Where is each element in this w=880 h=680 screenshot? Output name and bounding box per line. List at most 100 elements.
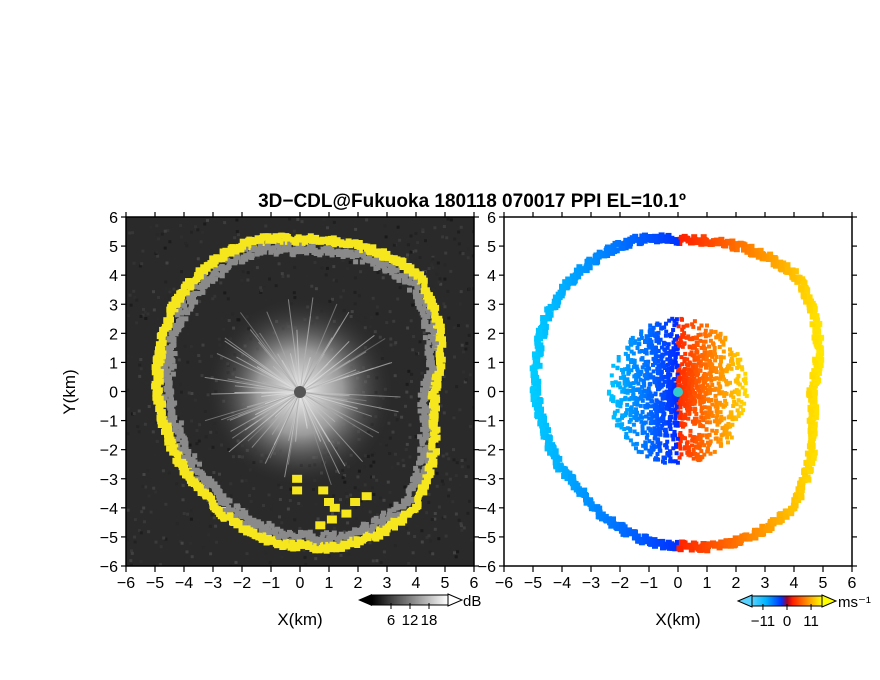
- center-velocity-cell: [678, 410, 683, 415]
- ring-inner-cell: [414, 282, 420, 288]
- noise-pixel: [229, 494, 233, 498]
- y-tick-label: −3: [478, 472, 496, 489]
- center-velocity-cell: [649, 404, 654, 409]
- center-velocity-cell: [634, 379, 639, 384]
- noise-pixel: [277, 262, 281, 266]
- noise-pixel: [137, 409, 141, 413]
- noise-pixel: [190, 555, 194, 559]
- radial-streak: [296, 329, 301, 393]
- center-velocity-cell: [735, 377, 740, 382]
- center-velocity-cell: [694, 348, 699, 353]
- noise-pixel: [379, 496, 383, 500]
- ring-velocity-cell: [812, 356, 819, 363]
- ring-inner-cell: [273, 531, 279, 537]
- radial-streak: [299, 391, 340, 475]
- center-velocity-cell: [622, 427, 627, 431]
- center-velocity-cell: [655, 431, 659, 436]
- ring-inner-cell: [215, 484, 221, 490]
- noise-pixel: [245, 508, 249, 512]
- center-velocity-cell: [707, 385, 712, 390]
- center-velocity-cell: [668, 380, 673, 385]
- x-tick-label: 0: [674, 575, 683, 592]
- noise-pixel: [201, 343, 205, 347]
- center-velocity-cell: [661, 363, 666, 368]
- ring-echo-cell: [172, 308, 179, 315]
- ring-inner-cell: [379, 261, 385, 267]
- noise-pixel: [404, 448, 408, 451]
- x-tick-label: −2: [233, 575, 251, 592]
- reflectivity-y-axis-title: Y(km): [60, 369, 79, 414]
- ring-echo-cell: [295, 542, 302, 549]
- noise-pixel: [451, 500, 455, 504]
- radial-streak: [299, 357, 311, 393]
- ring-inner-cell: [419, 299, 425, 305]
- center-velocity-cell: [692, 416, 697, 421]
- noise-pixel: [223, 221, 227, 225]
- noise-pixel: [378, 442, 382, 446]
- noise-pixel: [392, 243, 396, 247]
- center-velocity-cell: [734, 402, 739, 407]
- ring-inner-cell: [175, 436, 181, 442]
- center-velocity-cell: [677, 432, 682, 437]
- center-velocity-cell: [683, 390, 688, 395]
- ring-inner-cell: [327, 246, 333, 251]
- ring-inner-cell: [417, 434, 423, 440]
- noise-pixel: [332, 278, 336, 282]
- center-velocity-cell: [657, 409, 662, 414]
- radial-streak: [224, 340, 301, 393]
- ring-inner-cell: [206, 277, 212, 283]
- ring-velocity-cell: [541, 332, 548, 339]
- center-velocity-cell: [656, 457, 661, 462]
- center-velocity-cell: [666, 362, 670, 367]
- center-velocity-cell: [645, 454, 650, 459]
- noise-pixel: [217, 337, 221, 341]
- ring-echo-cell: [417, 488, 424, 495]
- noise-pixel: [203, 410, 207, 413]
- ring-inner-cell: [268, 249, 274, 255]
- center-velocity-cell: [663, 379, 667, 384]
- ring-inner-cell: [402, 277, 407, 283]
- noise-pixel: [454, 474, 458, 478]
- center-velocity-cell: [685, 402, 690, 407]
- ring-inner-cell: [407, 287, 412, 293]
- center-velocity-cell: [703, 339, 708, 344]
- ring-velocity-cell: [778, 517, 785, 523]
- ring-inner-cell: [167, 361, 172, 367]
- center-velocity-cell: [686, 334, 691, 339]
- noise-pixel: [268, 560, 272, 564]
- center-velocity-cell: [673, 357, 678, 362]
- ring-velocity-cell: [727, 538, 734, 544]
- noise-pixel: [440, 479, 444, 483]
- center-velocity-cell: [655, 376, 660, 381]
- ring-echo-cell: [156, 352, 163, 358]
- center-velocity-cell: [729, 413, 734, 418]
- center-velocity-cell: [683, 397, 688, 402]
- noise-pixel: [370, 475, 374, 479]
- center-velocity-cell: [690, 438, 695, 443]
- noise-pixel: [413, 535, 417, 538]
- center-velocity-cell: [683, 382, 688, 387]
- center-velocity-cell: [628, 388, 633, 393]
- noise-pixel: [140, 510, 144, 514]
- noise-pixel: [163, 229, 167, 233]
- x-tick-label: 5: [441, 575, 450, 592]
- center-velocity-cell: [673, 416, 678, 421]
- center-velocity-cell: [643, 360, 648, 364]
- noise-pixel: [438, 277, 442, 281]
- noise-pixel: [270, 507, 274, 511]
- radial-streak: [299, 335, 375, 393]
- center-velocity-cell: [681, 342, 686, 346]
- noise-pixel: [353, 276, 357, 280]
- y-tick-label: −4: [478, 501, 496, 518]
- ring-velocity-cell: [634, 533, 641, 540]
- ring-inner-cell: [282, 537, 288, 542]
- ring-velocity-cell: [804, 450, 811, 457]
- center-velocity-cell: [675, 460, 680, 465]
- ring-echo-cell: [297, 239, 303, 246]
- noise-pixel: [155, 224, 159, 228]
- ring-velocity-cell: [813, 373, 820, 380]
- center-velocity-cell: [677, 455, 682, 460]
- noise-pixel: [240, 479, 244, 483]
- noise-pixel: [411, 262, 415, 266]
- noise-pixel: [279, 485, 283, 489]
